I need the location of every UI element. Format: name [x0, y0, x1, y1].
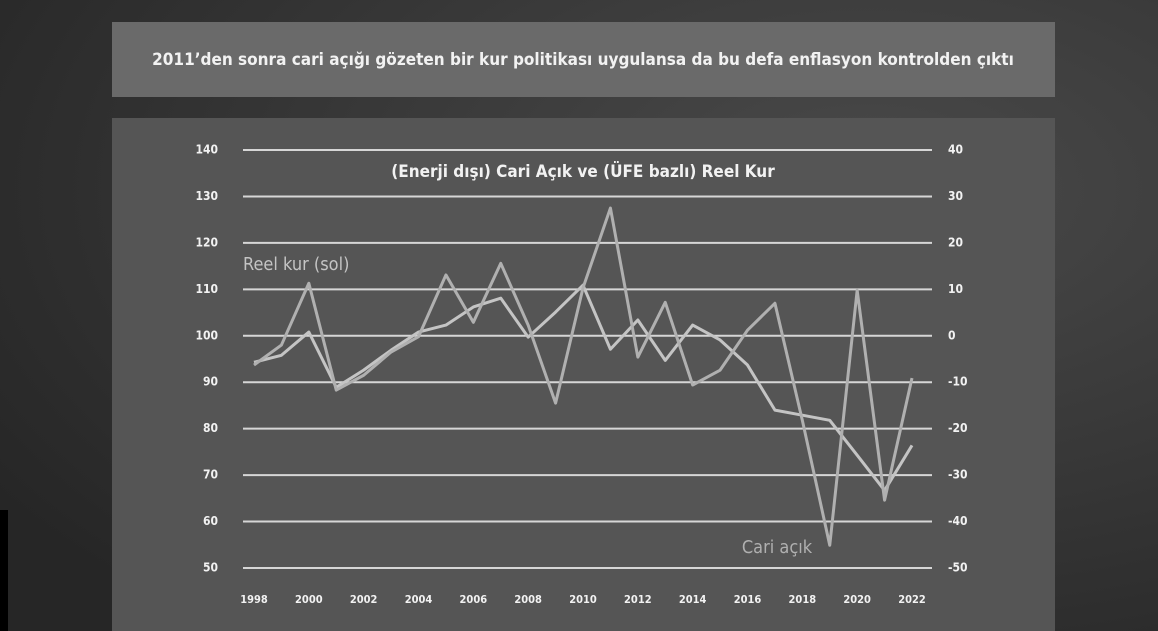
x-tick-label: 2006 [460, 593, 488, 606]
y-tick-label: 130 [195, 189, 218, 203]
chart-panel [112, 118, 1055, 631]
x-tick-label: 2018 [789, 593, 817, 606]
y-tick-label: 120 [195, 235, 218, 249]
x-tick-label: 2014 [679, 593, 707, 606]
x-tick-label: 2010 [569, 593, 597, 606]
y-tick-label: 50 [203, 561, 218, 575]
y-tick-label: 70 [203, 468, 218, 482]
y2-tick-label: 0 [948, 328, 956, 342]
slide-title: 2011’den sonra cari açığı gözeten bir ku… [152, 50, 1014, 70]
y-tick-label: 60 [203, 514, 218, 528]
y2-tick-label: -20 [948, 421, 968, 435]
y2-tick-label: 10 [948, 282, 963, 296]
x-tick-label: 2022 [898, 593, 926, 606]
y-tick-label: 100 [195, 328, 218, 342]
y2-tick-label: 30 [948, 189, 963, 203]
x-tick-label: 2004 [405, 593, 433, 606]
series-label: Cari açık [742, 537, 813, 558]
title-box [112, 22, 1055, 97]
y2-tick-label: 40 [948, 143, 963, 157]
x-tick-label: 2008 [514, 593, 542, 606]
x-tick-label: 1998 [240, 593, 268, 606]
corner [0, 510, 8, 631]
series-label: Reel kur (sol) [243, 254, 349, 275]
x-tick-label: 2016 [734, 593, 762, 606]
x-tick-label: 2000 [295, 593, 323, 606]
y2-tick-label: -30 [948, 468, 968, 482]
y2-tick-label: -50 [948, 561, 968, 575]
series-line [253, 206, 914, 547]
x-tick-label: 2020 [843, 593, 871, 606]
chart-title: (Enerji dışı) Cari Açık ve (ÜFE bazlı) R… [391, 160, 775, 182]
y-tick-label: 80 [203, 421, 218, 435]
x-tick-label: 2012 [624, 593, 652, 606]
y-tick-label: 90 [203, 375, 218, 389]
y2-tick-label: -40 [948, 514, 968, 528]
y-tick-label: 140 [195, 143, 218, 157]
x-tick-label: 2002 [350, 593, 378, 606]
y2-tick-label: -10 [948, 375, 968, 389]
y-tick-label: 110 [195, 282, 218, 296]
y2-tick-label: 20 [948, 235, 963, 249]
